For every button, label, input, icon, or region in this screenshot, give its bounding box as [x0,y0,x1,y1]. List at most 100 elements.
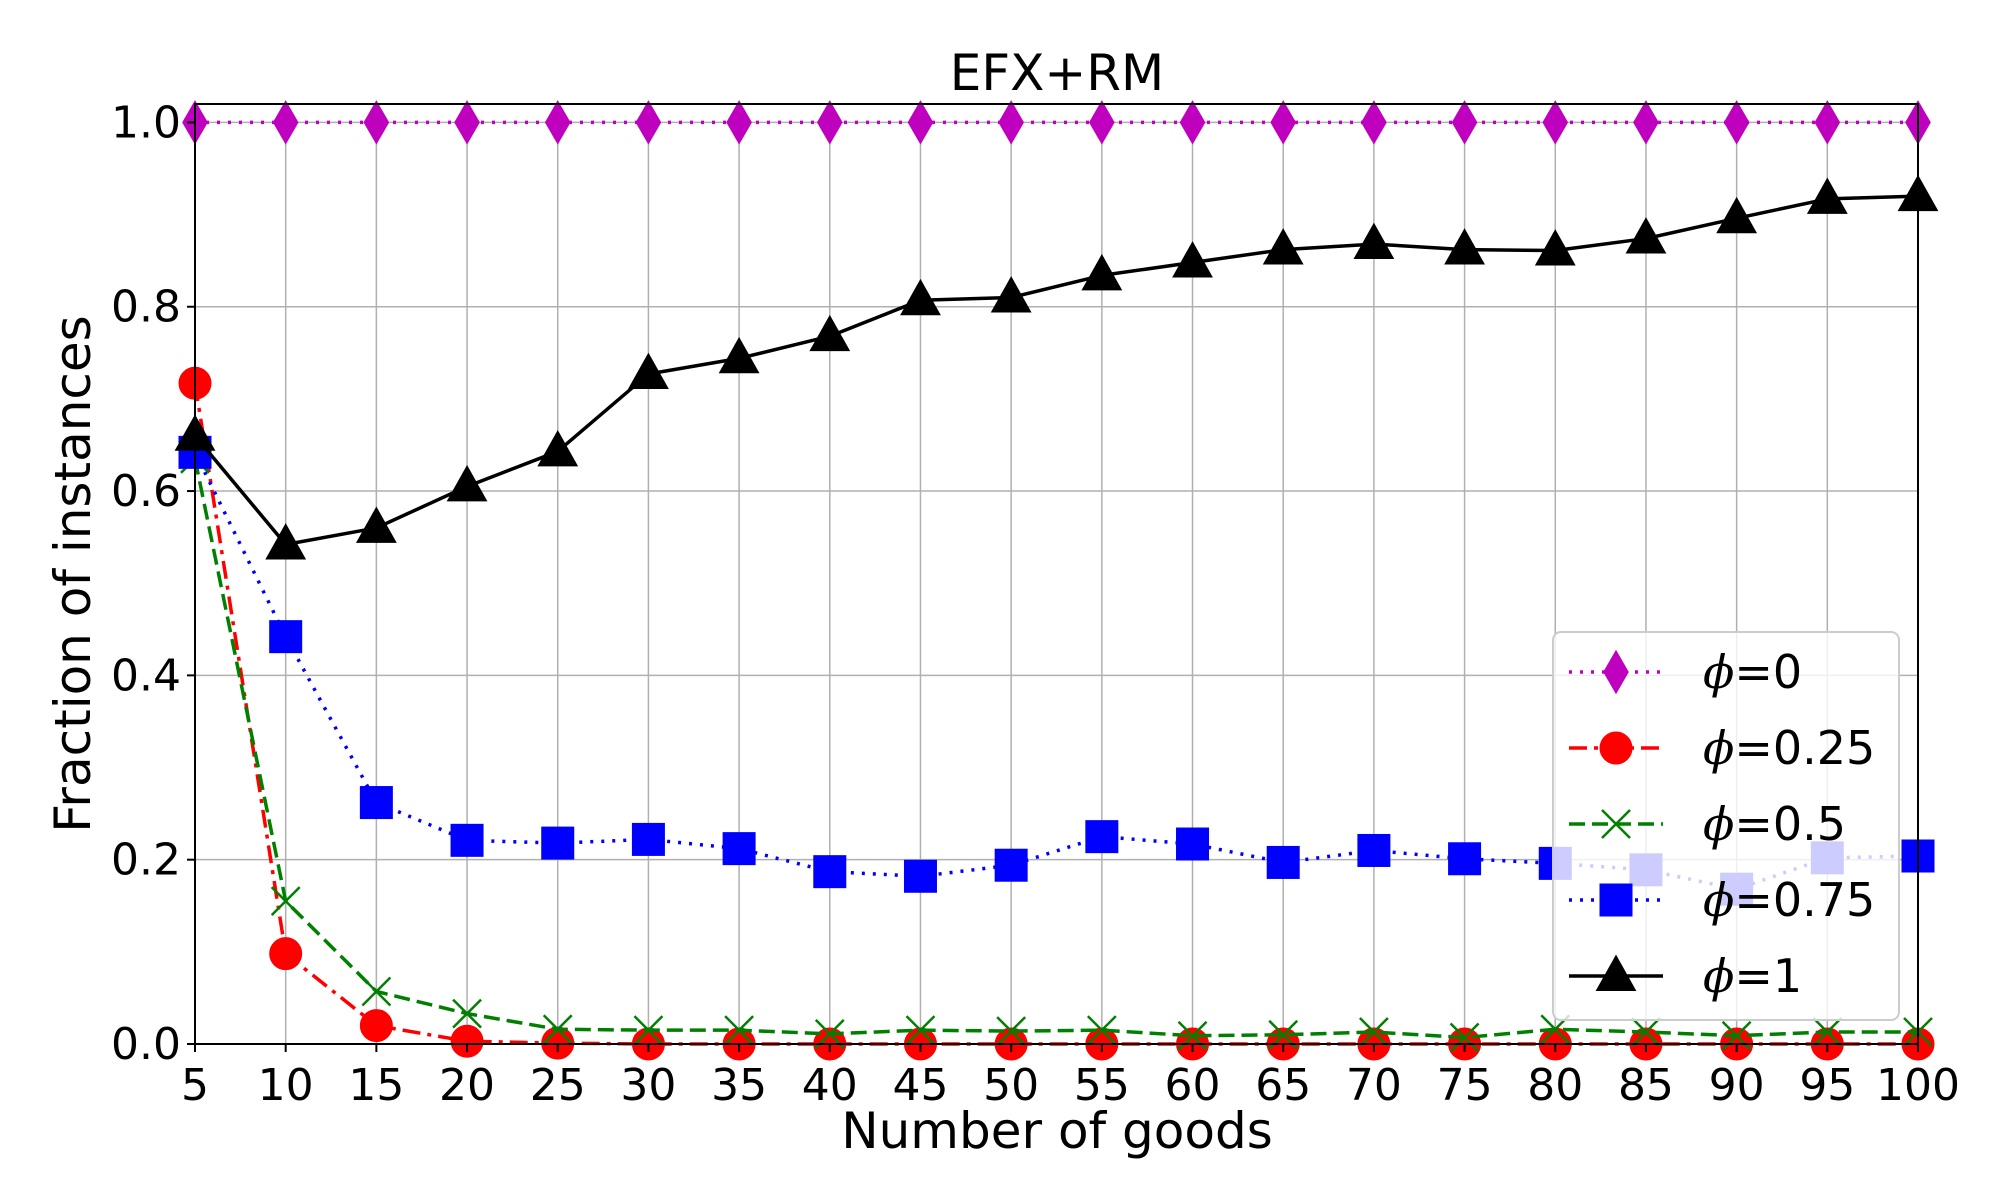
data-point [1625,217,1667,254]
x-tick-label: 30 [620,1060,676,1111]
data-point [990,276,1032,313]
data-point [1723,100,1750,145]
data-point [1270,100,1297,145]
data-point [1361,100,1387,145]
data-point [1177,1020,1208,1051]
data-point [450,823,484,857]
data-point [809,314,851,352]
data-point [541,826,575,860]
data-point [446,465,488,502]
data-point [633,1015,664,1046]
legend-label: ϕ=0.75 [1703,873,1875,927]
x-tick-label: 15 [348,1060,404,1111]
x-tick-label: 5 [181,1060,209,1111]
legend-box [1552,631,1900,1021]
data-point [1814,100,1841,145]
x-tick-label: 25 [530,1060,586,1111]
data-point [724,1015,754,1046]
data-point [907,100,934,145]
legend-marker [1599,731,1633,765]
data-point [1449,1022,1480,1053]
data-point [903,859,937,893]
legend-label: ϕ=0.5 [1703,797,1846,851]
legend-marker [1599,883,1633,917]
data-point [1444,228,1485,265]
legend: ϕ=0 ϕ=0.25 ϕ=0.5 ϕ=0.75 ϕ=1 [1552,631,1900,1021]
legend-label: ϕ=0.25 [1703,721,1875,775]
data-point [813,855,847,889]
legend-entry: ϕ=0.5 [1569,797,1846,851]
x-tick-label: 70 [1346,1060,1402,1111]
x-tick-label: 35 [711,1060,767,1111]
data-point [542,1014,573,1045]
x-tick-label: 80 [1527,1060,1583,1111]
x-tick-label: 85 [1618,1060,1674,1111]
data-point [454,100,480,145]
data-point [998,100,1024,145]
data-point [272,100,299,145]
x-axis-title: Number of goods [841,1102,1273,1160]
data-point [361,976,392,1007]
data-point [359,1009,393,1043]
data-point [1721,1020,1752,1051]
data-point [452,998,482,1029]
series-0 [182,100,1931,145]
data-point [1179,100,1206,145]
data-point [544,100,571,145]
legend-entry: ϕ=0.25 [1569,721,1875,775]
y-tick-label: 0.2 [111,835,181,886]
data-point [1812,1017,1843,1047]
data-point [1716,196,1758,234]
x-tick-label: 90 [1709,1060,1765,1111]
data-point [363,100,390,145]
data-point [996,1016,1027,1046]
data-point [1359,1017,1389,1047]
x-tick-label: 100 [1876,1060,1960,1111]
data-point [1262,228,1304,265]
data-point [537,430,579,467]
x-tick-label: 75 [1437,1060,1493,1111]
x-tick-label: 65 [1255,1060,1311,1111]
plot-frame [194,103,1919,1045]
x-tick-label: 10 [258,1060,314,1111]
data-point [265,523,307,560]
data-point [722,832,756,866]
data-point [1451,100,1478,145]
data-point [1448,842,1482,876]
data-point [355,506,397,543]
y-tick-label: 1.0 [111,97,181,148]
legend-entry: ϕ=1 [1569,949,1802,1003]
x-tick-label: 40 [802,1060,858,1111]
data-point [726,100,752,145]
chart-title: EFX+RM [950,44,1164,102]
data-point [635,100,662,145]
x-tick-label: 95 [1799,1060,1855,1111]
x-tick-label: 45 [892,1060,948,1111]
data-point [359,786,393,820]
data-point [1806,177,1848,214]
x-tick-label: 60 [1165,1060,1221,1111]
data-point [450,1024,484,1058]
y-tick-label: 0.0 [111,1019,181,1070]
y-tick-label: 0.6 [111,466,181,517]
legend-entry: ϕ=0.75 [1569,873,1875,927]
legend-marker [1603,649,1629,695]
data-point [1172,241,1213,278]
legend-marker [1601,809,1631,839]
data-point [900,278,941,316]
data-point [1542,100,1569,145]
y-ticks: 0.0 0.2 0.4 0.6 0.8 1.0 [111,97,195,1070]
data-point [270,886,301,917]
data-point [1534,229,1576,266]
data-point [1176,827,1210,861]
data-point [905,1015,936,1046]
legend-label: ϕ=0 [1703,645,1802,699]
data-point [1081,253,1123,291]
x-tick-label: 20 [439,1060,495,1111]
data-point [994,848,1028,882]
legend-entry: ϕ=0 [1569,645,1802,699]
data-point [631,822,665,856]
data-point [1266,845,1300,879]
data-point [269,937,303,971]
legend-marker [1595,954,1637,991]
